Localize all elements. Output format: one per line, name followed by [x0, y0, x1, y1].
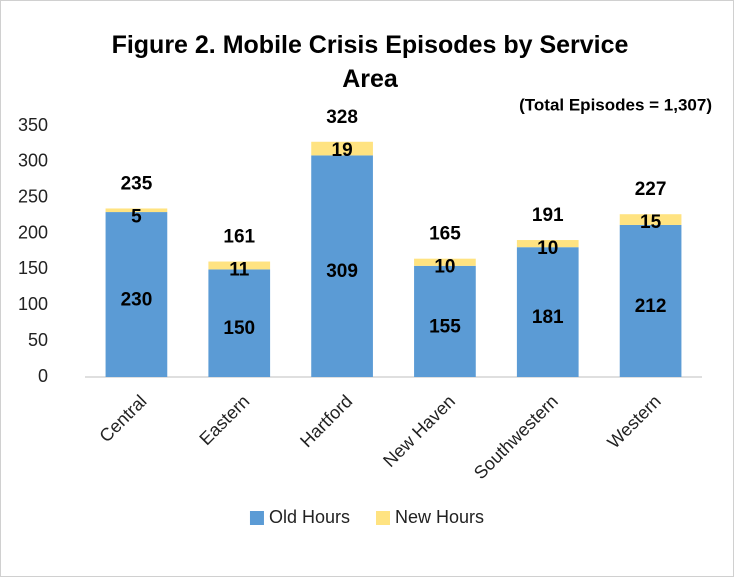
y-tick-label: 50 — [28, 330, 48, 350]
bar-segment — [311, 155, 373, 377]
bar-segment — [105, 208, 168, 213]
y-tick-label: 100 — [18, 294, 48, 314]
total-label: 328 — [326, 107, 358, 128]
x-tick-label: Hartford — [296, 391, 356, 451]
total-label: 227 — [635, 179, 667, 200]
data-label: 309 — [326, 261, 358, 282]
x-tick-label: Eastern — [195, 391, 253, 449]
y-tick-label: 150 — [18, 258, 48, 278]
x-tick-label: Western — [603, 391, 664, 452]
y-tick-label: 0 — [38, 366, 48, 386]
x-tick-label: Southwestern — [470, 391, 562, 483]
x-tick-label: Central — [95, 391, 150, 446]
legend-swatch — [249, 511, 264, 525]
total-label: 235 — [121, 173, 153, 194]
data-label: 150 — [223, 318, 255, 339]
y-tick-label: 200 — [18, 222, 48, 242]
total-label: 191 — [532, 205, 564, 226]
bar-segment — [208, 261, 271, 270]
bar-segment — [311, 141, 373, 156]
data-label: 230 — [121, 290, 153, 311]
x-tick-label: New Haven — [379, 391, 459, 471]
data-label: 181 — [532, 307, 564, 328]
data-label: 155 — [429, 316, 461, 337]
total-label: 161 — [223, 227, 255, 248]
annotation: (Total Episodes = 1,307) — [519, 95, 712, 114]
data-label: 10 — [434, 257, 455, 278]
bar-segment — [619, 224, 682, 377]
y-tick-label: 250 — [18, 186, 48, 206]
bar-segment — [414, 265, 476, 377]
bar-segment — [619, 214, 682, 225]
legend-swatch — [376, 511, 390, 525]
data-label: 5 — [131, 206, 142, 227]
bar-segment — [208, 269, 271, 377]
data-label: 212 — [635, 296, 667, 317]
chart-title: Figure 2. Mobile Crisis Episodes by Serv… — [111, 31, 629, 93]
bar-segment — [516, 247, 579, 377]
y-tick-label: 350 — [18, 115, 48, 135]
data-label: 10 — [537, 238, 558, 259]
legend-label: New Hours — [395, 507, 484, 527]
legend-item: Old Hours — [249, 507, 350, 527]
bar-segment — [516, 240, 579, 248]
y-tick-label: 300 — [18, 151, 48, 171]
data-label: 19 — [332, 140, 353, 161]
total-label: 165 — [429, 224, 461, 245]
data-label: 11 — [229, 260, 250, 281]
data-label: 15 — [640, 212, 662, 233]
legend-label: Old Hours — [269, 507, 350, 527]
bar-segment — [414, 258, 476, 266]
legend-item: New Hours — [376, 507, 484, 527]
bar-segment — [105, 212, 168, 377]
